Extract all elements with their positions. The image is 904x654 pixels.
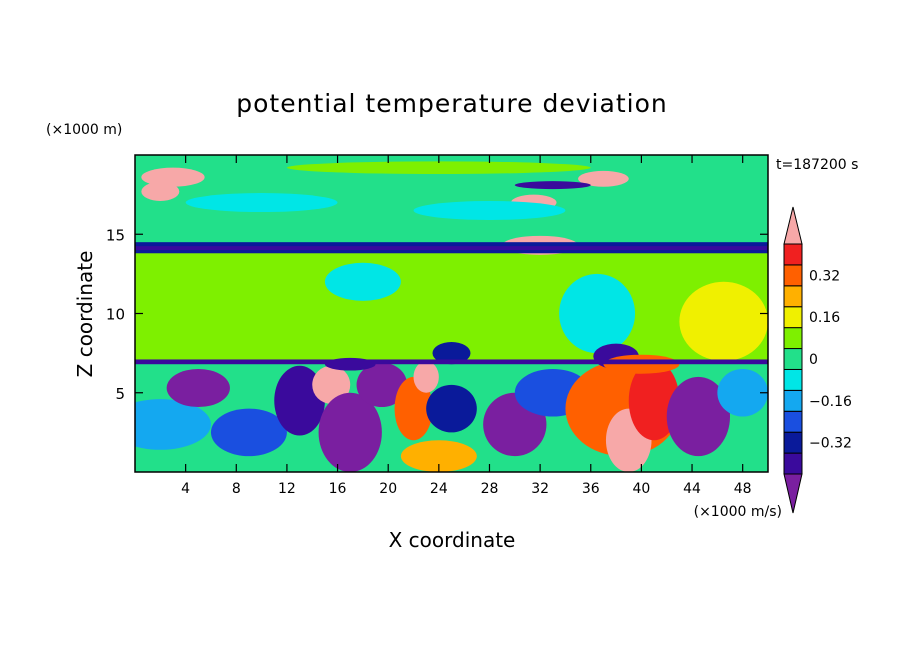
field-feature-4 — [312, 365, 351, 404]
colorbar-swatch-9 — [783, 285, 803, 308]
x-axis-label: X coordinate — [389, 528, 516, 552]
field-feature-33 — [286, 161, 591, 175]
field-feature-15 — [628, 361, 680, 441]
colorbar-swatch-6 — [783, 348, 803, 370]
field-layer-mid — [135, 246, 768, 362]
field-feature-26 — [141, 181, 180, 201]
x-tick-label-10: 44 — [683, 481, 701, 497]
colorbar-tick-label-1: −0.16 — [809, 394, 852, 410]
field-feature-10 — [400, 440, 477, 472]
x-tick-label-9: 40 — [632, 481, 650, 497]
field-feature-3 — [274, 365, 325, 436]
y-unit-label: (×1000 m) — [46, 122, 122, 138]
x-tick-label-5: 24 — [430, 481, 448, 497]
x-unit-label: (×1000 m/s) — [694, 504, 782, 520]
field-feature-19 — [559, 273, 636, 354]
x-tick-label-3: 16 — [329, 481, 347, 497]
field-feature-32 — [413, 200, 566, 220]
field-feature-2 — [210, 408, 287, 457]
y-axis-label: Z coordinate — [73, 251, 97, 378]
x-tick-label-11: 48 — [734, 481, 752, 497]
field-feature-5 — [318, 392, 382, 472]
y-tick-label-2: 15 — [106, 226, 125, 244]
field-feature-9 — [426, 384, 477, 433]
field-feature-17 — [717, 368, 768, 417]
colorbar: −0.32 −0.16 0 0.16 0.32 — [783, 206, 852, 514]
field-feature-25 — [141, 167, 205, 187]
field-feature-22 — [432, 342, 471, 365]
x-tick-label-1: 8 — [232, 481, 241, 497]
x-tick-label-2: 12 — [278, 481, 296, 497]
colorbar-swatch-8 — [783, 306, 803, 329]
colorbar-swatch-3 — [783, 410, 803, 433]
field-feature-30 — [514, 181, 591, 190]
x-tick-label-6: 28 — [481, 481, 499, 497]
field-feature-0 — [135, 399, 211, 450]
colorbar-swatch-2 — [783, 431, 803, 454]
colorbar-tick-label-2: 0 — [809, 352, 818, 368]
x-tick-label-7: 32 — [531, 481, 549, 497]
colorbar-swatch-10 — [783, 264, 803, 287]
y-tick-label-0: 5 — [115, 385, 125, 403]
colorbar-extend-bottom — [783, 473, 803, 514]
colorbar-swatch-7 — [783, 327, 803, 350]
colorbar-tick-label-3: 0.16 — [809, 310, 840, 326]
field-feature-20 — [324, 262, 401, 301]
field-feature-6 — [356, 362, 408, 408]
heatmap-field — [135, 155, 768, 472]
field-band-lower — [135, 359, 768, 365]
field-feature-7 — [394, 376, 433, 441]
y-axis-ticks: 5 10 15 — [106, 226, 768, 403]
colorbar-swatch-1 — [783, 452, 803, 475]
x-tick-label-0: 4 — [181, 481, 190, 497]
x-tick-label-8: 36 — [582, 481, 600, 497]
colorbar-swatch-5 — [783, 368, 803, 391]
field-feature-1 — [166, 368, 230, 408]
y-tick-label-1: 10 — [106, 306, 125, 324]
field-feature-18 — [679, 281, 768, 362]
x-tick-label-4: 20 — [379, 481, 397, 497]
colorbar-tick-label-4: 0.32 — [809, 268, 840, 284]
colorbar-swatch-4 — [783, 389, 803, 412]
time-label: t=187200 s — [776, 157, 858, 173]
colorbar-swatch-11 — [783, 243, 803, 266]
colorbar-extend-top — [783, 206, 803, 245]
field-feature-31 — [185, 193, 338, 213]
chart-title: potential temperature deviation — [236, 89, 667, 118]
x-axis-ticks: 4 8 12 16 20 24 28 32 36 40 44 48 — [181, 155, 752, 497]
colorbar-tick-label-0: −0.32 — [809, 436, 852, 452]
field-feature-16 — [666, 376, 731, 457]
field-feature-27 — [578, 170, 629, 187]
field-band-upper-core — [135, 246, 768, 251]
field-feature-8 — [413, 361, 439, 393]
